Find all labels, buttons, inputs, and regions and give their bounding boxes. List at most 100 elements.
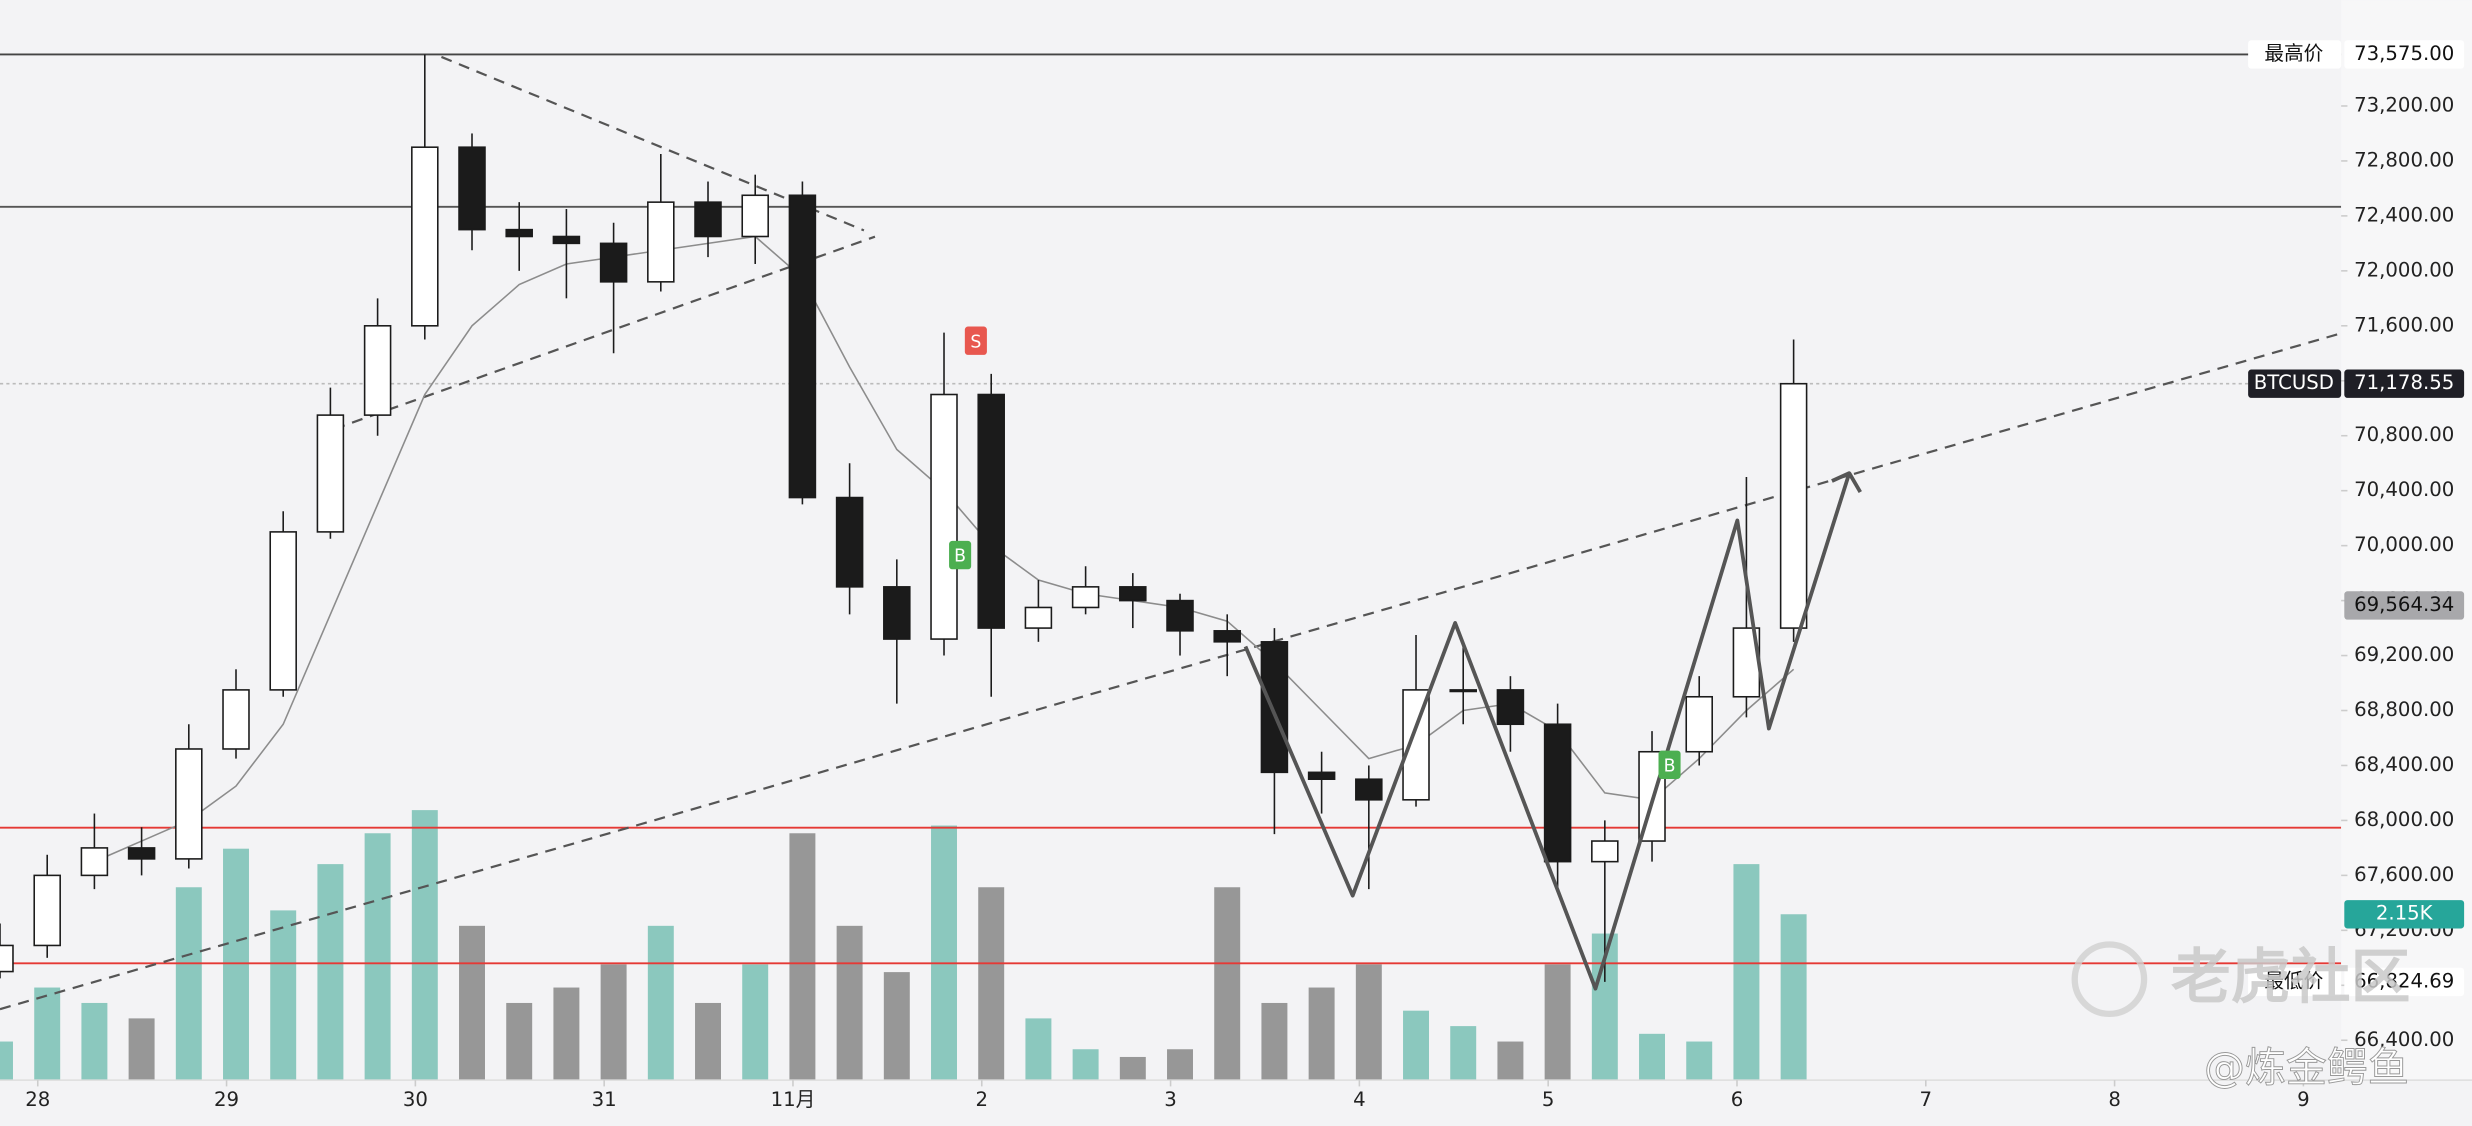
y-tick-label: 69,200.00: [2354, 643, 2454, 666]
candle-body: [835, 496, 864, 588]
volume-bar: [647, 925, 674, 1081]
volume-bar: [1167, 1049, 1193, 1081]
x-tick-label: 4: [1353, 1088, 1366, 1111]
candle-body: [599, 242, 628, 283]
candle-body: [411, 146, 439, 327]
price-name-box: [2248, 967, 2342, 997]
price-label: 66,824.69: [2354, 969, 2454, 992]
y-tick-label: 73,200.00: [2354, 93, 2454, 116]
candle-body: [222, 689, 250, 750]
watermark: @炼金鳄鱼: [2204, 1044, 2409, 1092]
signal-box: [1658, 750, 1681, 779]
volume-bar: [459, 925, 485, 1081]
candle-layer: [0, 54, 1808, 982]
x-tick-label: 11月: [771, 1088, 816, 1111]
candle-body: [458, 146, 486, 231]
volume-bar: [1497, 1041, 1524, 1081]
x-tick-label: 28: [25, 1088, 50, 1111]
price-label-box: [2344, 967, 2465, 997]
candle-body: [127, 847, 156, 860]
y-tick-label: 72,800.00: [2354, 148, 2454, 171]
volume-bar: [1355, 964, 1382, 1081]
y-tick-label: 67,600.00: [2354, 863, 2454, 886]
volume-bar: [270, 910, 297, 1081]
watermark-logo: [2071, 941, 2148, 1018]
volume-layer: [0, 810, 1807, 1081]
volume-bar: [0, 1041, 13, 1081]
price-name: 最高价: [2264, 42, 2323, 65]
volume-bar: [223, 848, 249, 1081]
volume-bar: [789, 833, 816, 1081]
y-tick-label: 66,400.00: [2354, 1028, 2454, 1051]
signal-box: [949, 540, 972, 570]
candle-body: [977, 393, 1005, 629]
volume-bar: [1261, 1002, 1288, 1081]
volume-label: 2.15K: [2376, 902, 2434, 925]
price-label-box: [2344, 369, 2465, 398]
candle-body: [930, 393, 958, 640]
candle-body: [1449, 689, 1477, 693]
candle-body: [175, 748, 203, 860]
volume-label-box: [2344, 900, 2465, 929]
volume-bar: [931, 825, 957, 1081]
candle-body: [1496, 689, 1525, 726]
y-tick-label: 68,400.00: [2354, 753, 2454, 776]
price-name-box: [2248, 40, 2342, 69]
price-name: BTCUSD: [2254, 371, 2334, 394]
x-tick-label: 30: [403, 1088, 428, 1111]
price-label: 71,178.55: [2354, 371, 2454, 394]
volume-bar: [364, 833, 391, 1081]
y-tick-label: 68,800.00: [2354, 698, 2454, 721]
volume-bar: [1072, 1049, 1099, 1081]
volume-bar: [128, 1018, 155, 1081]
volume-bar: [600, 964, 627, 1081]
candle-body: [1355, 778, 1383, 801]
price-labels: 73,575.00 最高价 71,178.55 BTCUSD 69,564.34 66,8…: [2248, 40, 2465, 997]
signal-label: B: [954, 547, 966, 567]
x-tick-label: 7: [1920, 1088, 1933, 1111]
candle-body: [1779, 382, 1808, 629]
volume-bar: [883, 972, 910, 1081]
volume-bar: [81, 1002, 108, 1081]
x-tick-label: 31: [592, 1088, 617, 1111]
volume-bar: [1639, 1033, 1665, 1081]
y-tick-label: 72,000.00: [2354, 258, 2454, 281]
volume-bar: [1544, 964, 1571, 1081]
signal-label: S: [970, 332, 981, 352]
y-tick-label: 72,400.00: [2354, 203, 2454, 226]
price-label: 69,564.34: [2354, 593, 2454, 616]
candle-body: [1119, 586, 1147, 602]
price-name: 最低价: [2264, 969, 2323, 992]
candle-body: [1685, 695, 1713, 753]
x-tick-label: 2: [976, 1088, 989, 1111]
y-tick-label: 70,400.00: [2354, 478, 2454, 501]
candle-body: [1213, 630, 1241, 643]
y-tick-label: 71,600.00: [2354, 313, 2454, 336]
volume-bar: [1214, 887, 1241, 1081]
volume-bar: [1403, 1010, 1429, 1081]
candle-body: [80, 847, 109, 877]
candle-body: [1591, 840, 1619, 863]
candle-body: [788, 194, 817, 499]
volume-bar: [553, 987, 580, 1081]
volume-bar: [1025, 1018, 1052, 1081]
volume-bar: [411, 810, 438, 1081]
price-label-box: [2344, 591, 2465, 620]
volume-bar: [978, 887, 1005, 1081]
candle-body: [552, 235, 581, 245]
signal-label: B: [1664, 756, 1676, 776]
volume-bar: [1780, 914, 1807, 1081]
pattern-arrow: [1831, 471, 1851, 483]
x-tick-label: 5: [1542, 1088, 1555, 1111]
y-tick-label: 68,000.00: [2354, 808, 2454, 831]
watermark: 老虎社区: [2171, 942, 2411, 1012]
volume-bar: [742, 964, 769, 1081]
candle-body: [269, 531, 297, 691]
candle-body: [363, 325, 392, 416]
volume-bar: [1733, 864, 1760, 1081]
y-tick-label: 70,000.00: [2354, 533, 2454, 556]
candle-body: [1543, 723, 1572, 863]
volume-bar: [836, 925, 863, 1081]
candle-body: [1260, 641, 1289, 774]
